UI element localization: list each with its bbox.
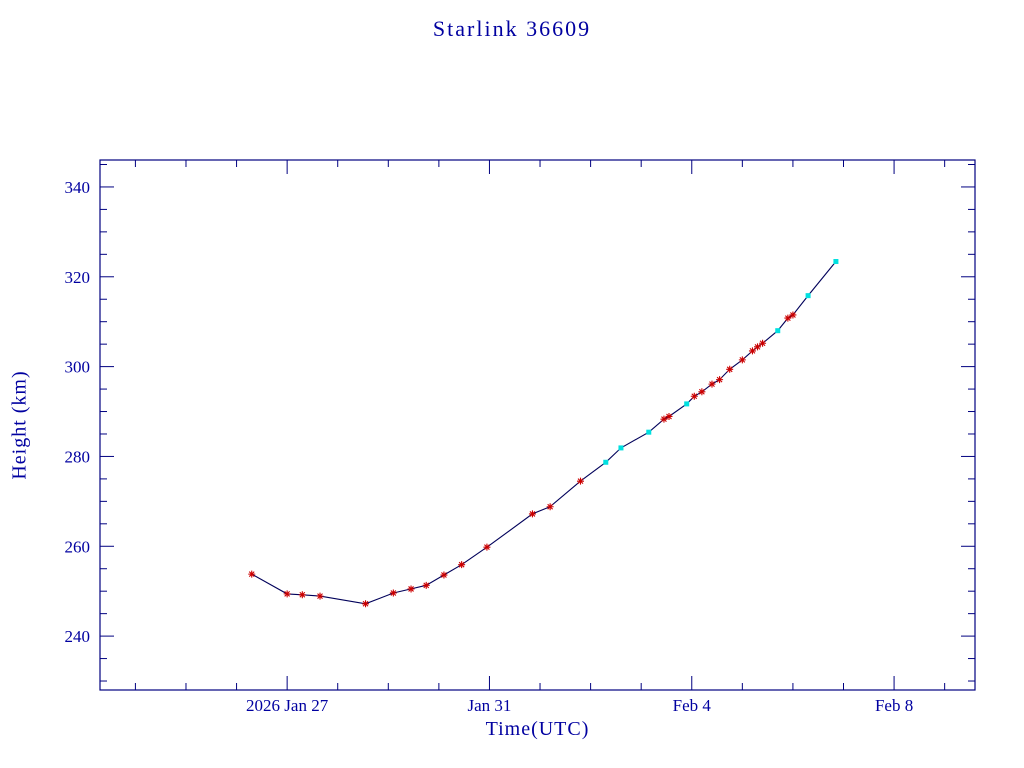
data-point-marker-cyan (805, 293, 811, 299)
data-point-marker-cyan (833, 259, 839, 265)
data-point-marker-cyan (646, 429, 652, 435)
x-tick-label: 2026 Jan 27 (246, 696, 329, 715)
data-point-marker-red (407, 585, 415, 593)
data-point-marker-cyan (603, 459, 609, 465)
data-point-marker-cyan (684, 401, 690, 407)
data-point-marker-red (546, 503, 554, 511)
data-point-marker-red (665, 412, 673, 420)
y-tick-label: 320 (65, 268, 91, 287)
y-tick-label: 240 (65, 627, 91, 646)
data-point-marker-red (528, 510, 536, 518)
data-point-marker-red (283, 590, 291, 598)
data-point-marker-red (708, 380, 716, 388)
data-point-marker-red (738, 356, 746, 364)
chart-title: Starlink 36609 (432, 16, 592, 41)
x-axis-label: Time(UTC) (485, 718, 590, 740)
y-tick-label: 340 (65, 178, 91, 197)
data-point-marker-red (483, 543, 491, 551)
data-point-marker-red (690, 392, 698, 400)
data-point-marker-red (784, 314, 792, 322)
data-point-marker-red (389, 589, 397, 597)
x-tick-label: Feb 4 (673, 696, 712, 715)
data-point-marker-red (298, 591, 306, 599)
data-point-marker-cyan (775, 328, 781, 334)
x-tick-label: Jan 31 (467, 696, 511, 715)
data-point-marker-cyan (618, 445, 624, 451)
data-point-marker-red (759, 339, 767, 347)
data-point-marker-red (422, 581, 430, 589)
data-point-marker-red (576, 477, 584, 485)
data-point-marker-red (754, 343, 762, 351)
data-point-marker-red (716, 376, 724, 384)
data-point-marker-red (789, 311, 797, 319)
data-point-marker-red (316, 592, 324, 600)
plot-frame (99, 159, 976, 691)
x-tick-label: Feb 8 (875, 696, 913, 715)
data-point-marker-red (748, 347, 756, 355)
height-curve (251, 261, 837, 605)
data-point-marker-red (362, 600, 370, 608)
data-point-marker-red (458, 561, 466, 569)
y-tick-label: 260 (65, 537, 91, 556)
y-tick-label: 280 (65, 447, 91, 466)
data-point-marker-red (660, 415, 668, 423)
data-point-marker-red (698, 388, 706, 396)
data-point-marker-red (248, 570, 256, 578)
y-tick-label: 300 (65, 358, 91, 377)
data-point-marker-red (726, 365, 734, 373)
data-point-marker-red (440, 571, 448, 579)
